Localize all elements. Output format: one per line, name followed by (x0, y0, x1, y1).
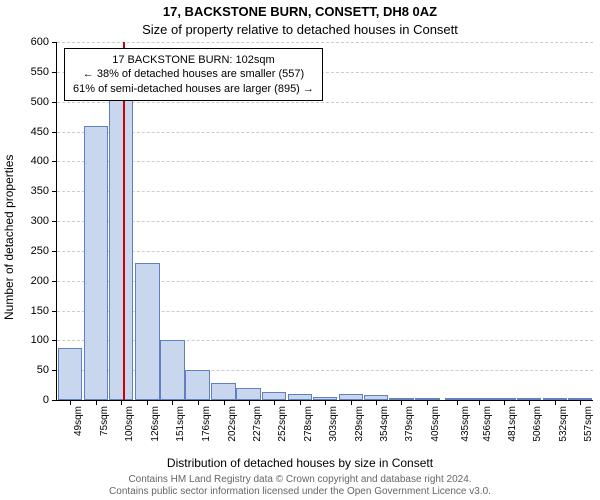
info-line2: ← 38% of detached houses are smaller (55… (73, 67, 314, 81)
y-tick (52, 132, 57, 133)
grid-line (57, 102, 593, 103)
y-tick-label: 150 (31, 305, 49, 317)
y-tick-label: 250 (31, 245, 49, 257)
attribution-line2: Contains public sector information licen… (0, 486, 600, 498)
x-tick-label: 75sqm (99, 406, 110, 436)
x-axis-label: Distribution of detached houses by size … (0, 456, 600, 470)
x-tick-label: 481sqm (507, 406, 518, 442)
x-tick (376, 400, 377, 405)
histogram-bar (262, 392, 287, 400)
histogram-bar (211, 383, 236, 400)
info-line3: 61% of semi-detached houses are larger (… (73, 82, 314, 96)
x-tick-label: 456sqm (482, 406, 493, 442)
x-tick-label: 252sqm (277, 406, 288, 442)
y-tick (52, 281, 57, 282)
histogram-bar (84, 126, 109, 400)
grid-line (57, 42, 593, 43)
histogram-bar (160, 340, 185, 400)
x-tick-label: 278sqm (303, 406, 314, 442)
x-tick-label: 151sqm (175, 406, 186, 442)
x-tick (70, 400, 71, 405)
x-tick (504, 400, 505, 405)
grid-line (57, 251, 593, 252)
y-tick (52, 161, 57, 162)
y-tick (52, 400, 57, 401)
x-tick (325, 400, 326, 405)
y-tick (52, 251, 57, 252)
histogram-bar (185, 370, 210, 400)
x-tick-label: 532sqm (558, 406, 569, 442)
y-tick-label: 600 (31, 36, 49, 48)
x-tick (555, 400, 556, 405)
y-tick-label: 50 (37, 364, 49, 376)
x-tick (457, 400, 458, 405)
x-tick (172, 400, 173, 405)
y-tick-label: 100 (31, 334, 49, 346)
x-tick-label: 126sqm (150, 406, 161, 442)
x-tick-label: 227sqm (252, 406, 263, 442)
y-tick (52, 311, 57, 312)
y-tick (52, 72, 57, 73)
chart-title-line2: Size of property relative to detached ho… (0, 22, 600, 37)
x-tick-label: 435sqm (460, 406, 471, 442)
x-tick-label: 354sqm (379, 406, 390, 442)
y-tick-label: 400 (31, 155, 49, 167)
x-tick-label: 176sqm (201, 406, 212, 442)
chart-container: 17, BACKSTONE BURN, CONSETT, DH8 0AZ Siz… (0, 0, 600, 500)
x-tick-label: 405sqm (430, 406, 441, 442)
y-tick-label: 450 (31, 126, 49, 138)
info-line1: 17 BACKSTONE BURN: 102sqm (73, 53, 314, 67)
x-tick-label: 303sqm (328, 406, 339, 442)
x-tick (121, 400, 122, 405)
y-tick-label: 550 (31, 66, 49, 78)
x-tick-label: 379sqm (404, 406, 415, 442)
histogram-bar (109, 84, 134, 400)
y-tick-label: 300 (31, 215, 49, 227)
chart-title-line1: 17, BACKSTONE BURN, CONSETT, DH8 0AZ (0, 4, 600, 19)
y-tick (52, 191, 57, 192)
y-axis-label: Number of detached properties (2, 155, 16, 320)
y-tick-label: 200 (31, 275, 49, 287)
x-tick-label: 49sqm (73, 406, 84, 436)
x-tick (224, 400, 225, 405)
x-tick (401, 400, 402, 405)
y-tick-label: 0 (43, 394, 49, 406)
x-tick-label: 100sqm (124, 406, 135, 442)
grid-line (57, 221, 593, 222)
grid-line (57, 161, 593, 162)
y-tick (52, 42, 57, 43)
attribution-text: Contains HM Land Registry data © Crown c… (0, 474, 600, 498)
grid-line (57, 191, 593, 192)
info-box: 17 BACKSTONE BURN: 102sqm ← 38% of detac… (64, 48, 323, 101)
x-tick (351, 400, 352, 405)
y-tick-label: 350 (31, 185, 49, 197)
x-tick (580, 400, 581, 405)
y-tick (52, 221, 57, 222)
histogram-bar (58, 348, 83, 401)
x-tick-label: 557sqm (583, 406, 594, 442)
y-tick (52, 102, 57, 103)
histogram-bar (135, 263, 160, 400)
x-tick (249, 400, 250, 405)
y-tick-label: 500 (31, 96, 49, 108)
x-tick-label: 202sqm (227, 406, 238, 442)
x-tick (427, 400, 428, 405)
y-tick (52, 340, 57, 341)
x-tick-label: 329sqm (354, 406, 365, 442)
attribution-line1: Contains HM Land Registry data © Crown c… (0, 474, 600, 486)
x-tick (96, 400, 97, 405)
grid-line (57, 132, 593, 133)
x-tick (529, 400, 530, 405)
x-tick (479, 400, 480, 405)
x-tick (198, 400, 199, 405)
x-tick-label: 506sqm (532, 406, 543, 442)
y-tick (52, 370, 57, 371)
histogram-bar (236, 388, 261, 400)
x-tick (274, 400, 275, 405)
x-tick (147, 400, 148, 405)
x-tick (300, 400, 301, 405)
